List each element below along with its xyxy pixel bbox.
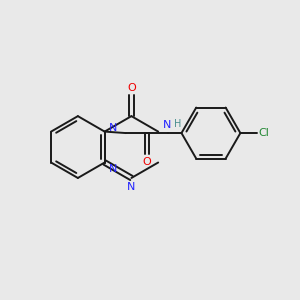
Text: N: N <box>163 120 171 130</box>
Text: Cl: Cl <box>258 128 269 138</box>
Text: H: H <box>173 119 181 129</box>
Text: N: N <box>109 123 117 133</box>
Text: O: O <box>143 157 152 166</box>
Text: N: N <box>109 164 117 174</box>
Text: N: N <box>127 182 136 192</box>
Text: O: O <box>127 82 136 93</box>
